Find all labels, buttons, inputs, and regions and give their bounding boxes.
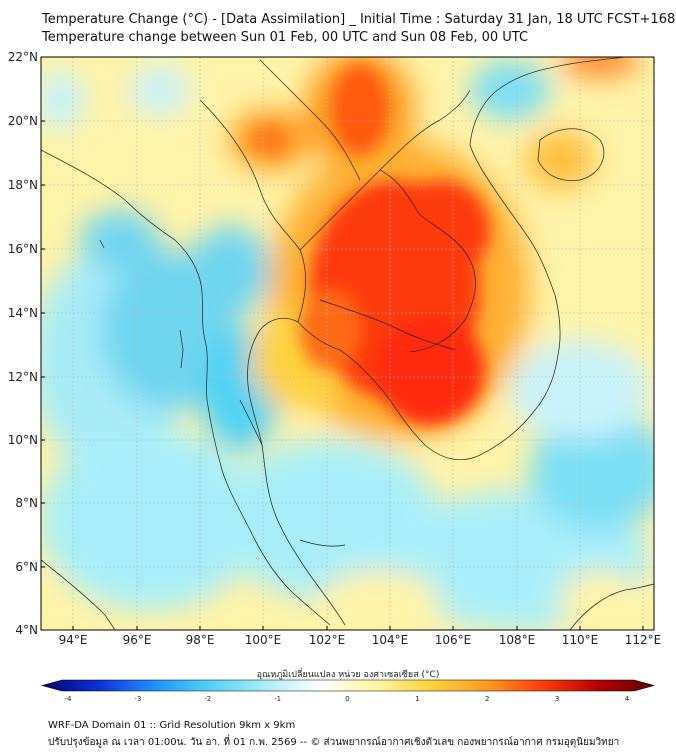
colorbar-tick-label: -2 — [204, 695, 211, 703]
colorbar-ticks: -4 -3 -2 -1 0 1 2 3 4 — [65, 695, 630, 703]
lon-label: 94°E — [59, 633, 88, 647]
temperature-field — [41, 57, 654, 630]
lon-label: 102°E — [309, 633, 346, 647]
lat-label: 12°N — [8, 370, 38, 384]
lat-label: 6°N — [15, 560, 38, 574]
colorbar-tick-label: -4 — [65, 695, 73, 703]
lon-label: 112°E — [625, 633, 662, 647]
colorbar-gradient — [40, 679, 656, 692]
lat-label: 20°N — [8, 114, 38, 128]
map-subtitle: Temperature change between Sun 01 Feb, 0… — [42, 30, 529, 45]
footer-update-info: ปรับปรุงข้อมูล ณ เวลา 01:00น. วัน อา. ที… — [48, 737, 620, 748]
lat-label: 16°N — [8, 242, 38, 256]
graticule — [41, 57, 654, 630]
lon-label: 96°E — [123, 633, 152, 647]
colorbar — [40, 679, 656, 692]
map-frame — [40, 56, 655, 631]
colorbar-label: อุณหภูมิเปลี่ยนแปลง หน่วย องศาเซลเซียส (… — [257, 667, 440, 680]
colorbar-tick-label: -3 — [134, 695, 141, 703]
colorbar-tick-label: 1 — [415, 695, 419, 703]
longitude-labels: 94°E 96°E 98°E 100°E 102°E 104°E 106°E 108°E 110… — [59, 626, 662, 647]
lat-label: 14°N — [8, 306, 38, 320]
country-borders — [199, 59, 476, 547]
colorbar-tick-label: 4 — [625, 695, 630, 703]
lat-label: 18°N — [8, 178, 38, 192]
map-title: Temperature Change (°C) - [Data Assimila… — [42, 12, 676, 27]
lon-label: 106°E — [435, 633, 472, 647]
lon-label: 104°E — [372, 633, 409, 647]
lat-label: 4°N — [15, 623, 38, 637]
lat-label: 22°N — [8, 50, 38, 64]
lat-label: 8°N — [15, 496, 38, 510]
lon-label: 100°E — [245, 633, 282, 647]
lon-label: 110°E — [562, 633, 599, 647]
lon-label: 98°E — [186, 633, 215, 647]
footer-domain-info: WRF-DA Domain 01 :: Grid Resolution 9km … — [48, 720, 296, 731]
coastlines — [41, 57, 654, 630]
lon-label: 108°E — [499, 633, 536, 647]
lat-label: 10°N — [8, 433, 38, 447]
latitude-labels: 22°N 20°N 18°N 16°N 14°N 12°N 10°N 8°N 6°N 4°N — [8, 50, 45, 637]
colorbar-tick-label: -1 — [274, 695, 281, 703]
colorbar-tick-label: 0 — [345, 695, 349, 703]
colorbar-tick-label: 2 — [485, 695, 489, 703]
colorbar-tick-label: 3 — [555, 695, 559, 703]
